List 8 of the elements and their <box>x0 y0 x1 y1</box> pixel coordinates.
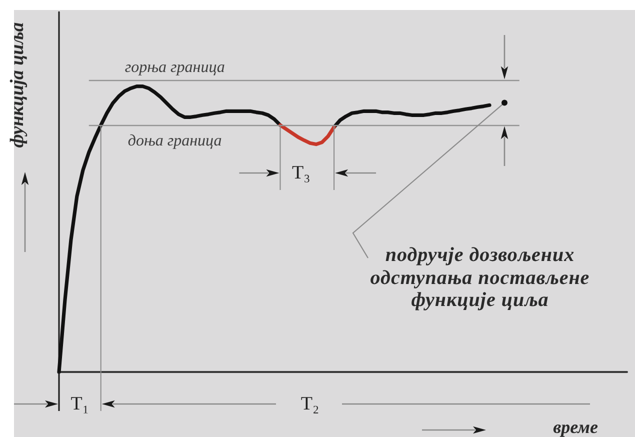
annotation: T₃ <box>292 162 310 184</box>
ref-line-label: горња граница <box>124 58 225 76</box>
text: T₂ <box>300 394 320 414</box>
y-axis-title: функција циља <box>7 22 28 148</box>
x-axis-title: време <box>553 417 598 437</box>
text: T₁ <box>70 394 90 414</box>
ref-line-label: доња граница <box>128 132 222 150</box>
annotation: подручје дозвољених одступања постављене функције циља <box>369 244 591 312</box>
